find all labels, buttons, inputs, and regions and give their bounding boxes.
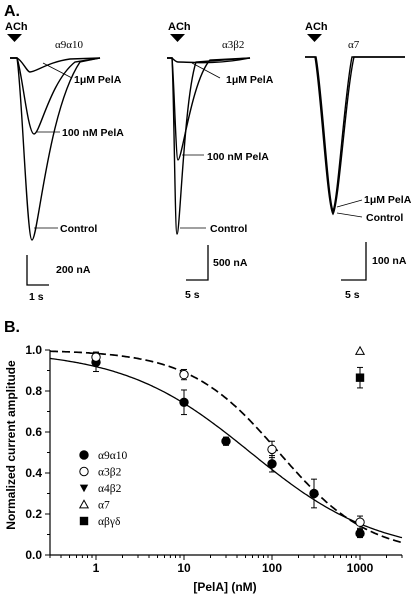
- scale-time: 1 s: [29, 291, 44, 303]
- data-point: [91, 352, 101, 362]
- trace-control: [167, 57, 251, 235]
- ach-label: ACh: [168, 21, 191, 33]
- trace-1um-pela: [10, 57, 101, 73]
- y-ticks: 0.0 0.2 0.4 0.6 0.8 1.0: [25, 343, 50, 562]
- data-points: [91, 345, 366, 539]
- fit-curve-dashed: [50, 350, 403, 544]
- scale-bar: [26, 255, 49, 286]
- legend-entry: α3β2: [98, 467, 122, 479]
- scale-amplitude: 200 nA: [56, 264, 91, 276]
- trace-label-1um: 1μM PelA: [364, 194, 412, 206]
- legend-entry: α7: [98, 500, 110, 512]
- legend-entry: αβγδ: [98, 516, 120, 528]
- trace-label-control: Control: [60, 223, 97, 235]
- y-axis-title: Normalized current amplitude: [4, 360, 18, 530]
- ach-label: ACh: [305, 21, 328, 33]
- ach-arrow-icon: [170, 34, 185, 42]
- x-tick-label: 10: [177, 561, 191, 575]
- subunit-label: α3β2: [222, 39, 244, 51]
- callout-line: [191, 62, 221, 79]
- trace-label-1um: 1μM PelA: [226, 74, 274, 86]
- legend-marker: [79, 466, 89, 477]
- y-tick-label: 0.8: [25, 384, 42, 398]
- callout-line: [336, 199, 363, 208]
- data-point: [179, 397, 189, 407]
- legend-marker: [79, 484, 89, 493]
- data-point: [354, 345, 366, 355]
- legend-entry: α4β2: [98, 483, 122, 495]
- legend: α9α10 α3β2 α4β2 α7 αβγδ: [78, 450, 128, 528]
- legend-entry: α9α10: [98, 450, 128, 462]
- trace-panel-a9a10: ACh α9α10 1μM PelA 100 nM PelA Control 2…: [5, 21, 124, 303]
- trace-label-100nm: 100 nM PelA: [207, 151, 269, 163]
- scale-time: 5 s: [345, 289, 360, 301]
- trace-panel-a3b2: ACh α3β2 1μM PelA 100 nM PelA Control 50…: [167, 21, 274, 301]
- scale-amplitude: 100 nA: [372, 255, 407, 267]
- trace-label-1um: 1μM PelA: [74, 74, 122, 86]
- trace-label-control: Control: [210, 223, 247, 235]
- x-tick-label: 1: [93, 561, 100, 575]
- data-point: [221, 436, 231, 446]
- subunit-label: α9α10: [55, 39, 84, 51]
- panel-a-label: A.: [4, 3, 20, 20]
- legend-marker: [79, 450, 89, 460]
- data-point: [355, 373, 365, 382]
- trace-panel-a7: ACh α7 1μM PelA Control 100 nA 5 s: [305, 21, 412, 301]
- fit-curves: [49, 350, 403, 544]
- y-tick-label: 0.6: [25, 425, 42, 439]
- trace-1um-pela: [167, 57, 251, 64]
- subunit-label: α7: [348, 39, 360, 51]
- ach-arrow-icon: [307, 34, 322, 42]
- data-point: [309, 488, 319, 499]
- trace-control: [10, 57, 101, 241]
- ach-arrow-icon: [7, 34, 22, 42]
- y-tick-label: 0.0: [25, 548, 42, 562]
- dose-response-plot: 1 10 100 1000 0.0 0.2 0.4 0.6 0.8 1.0 [PelA] (nM…: [4, 343, 403, 594]
- callout-line: [336, 212, 363, 218]
- x-axis-title: [PelA] (nM): [193, 580, 256, 594]
- data-point: [355, 517, 365, 527]
- x-tick-label: 100: [262, 561, 282, 575]
- callout-line: [42, 62, 73, 79]
- x-ticks: 1 10 100 1000: [49, 555, 403, 575]
- y-tick-label: 1.0: [25, 343, 42, 357]
- y-tick-label: 0.4: [25, 466, 42, 480]
- trace-control: [305, 56, 405, 216]
- panel-b-label: B.: [4, 319, 20, 336]
- trace-1um-pela: [305, 56, 405, 213]
- data-point: [267, 459, 277, 469]
- scale-amplitude: 500 nA: [213, 257, 248, 269]
- data-point: [355, 528, 365, 539]
- trace-100nm-pela: [10, 57, 101, 135]
- data-point: [267, 444, 277, 455]
- scale-bar: [186, 245, 209, 281]
- x-tick-label: 1000: [347, 561, 374, 575]
- legend-marker: [78, 499, 90, 509]
- scale-time: 5 s: [185, 289, 200, 301]
- scale-bar: [341, 242, 367, 281]
- legend-marker: [79, 516, 89, 526]
- trace-label-100nm: 100 nM PelA: [62, 127, 124, 139]
- trace-label-control: Control: [366, 212, 403, 224]
- ach-label: ACh: [5, 21, 28, 33]
- data-point: [179, 369, 189, 380]
- y-tick-label: 0.2: [25, 507, 42, 521]
